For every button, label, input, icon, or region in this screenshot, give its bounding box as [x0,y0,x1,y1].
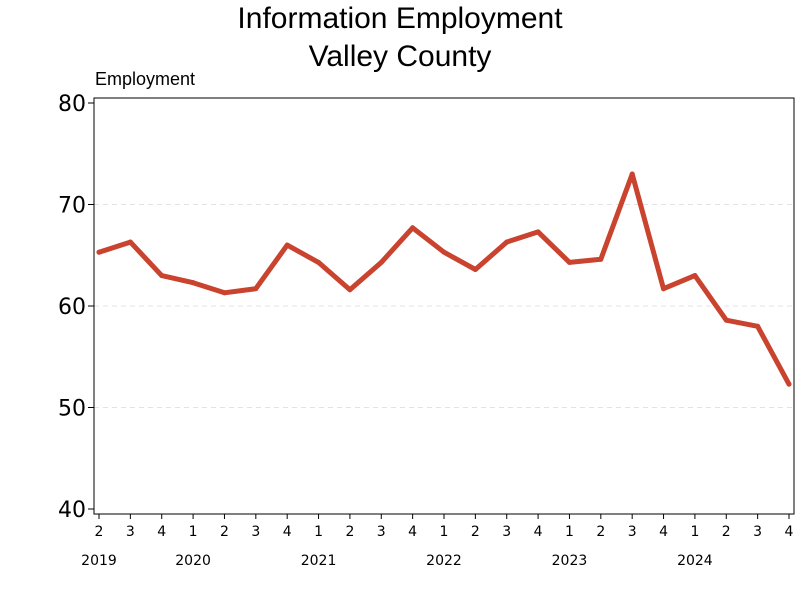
x-tick-label-quarter: 4 [157,524,166,540]
y-tick-label-80: 80 [58,92,86,117]
y-tick-label-60: 60 [58,295,86,320]
x-tick-label-quarter: 4 [283,524,292,540]
data-point [755,323,761,329]
data-point [472,266,478,272]
y-tick-label-50: 50 [58,397,86,422]
x-tick-label-quarter: 4 [659,524,668,540]
series-group [96,171,792,387]
x-year-label-2020: 2020 [175,553,211,569]
y-tick-label-70: 70 [58,194,86,219]
x-tick-label-quarter: 3 [753,524,762,540]
x-year-label-2021: 2021 [301,553,337,569]
x-tick-label-quarter: 3 [126,524,135,540]
x-tick-label-quarter: 1 [565,524,574,540]
data-point [159,273,165,279]
data-point [284,242,290,248]
x-axis-ticks: 2 3 4 1 2 3 4 1 2 3 4 1 2 3 4 1 2 3 4 1 2 3 4 2019 2020 2021 2022 2… [81,514,794,569]
chart-title-line-1: Information Employment [237,2,563,35]
gridlines [94,204,794,408]
x-tick-label-quarter: 2 [596,524,605,540]
data-point [253,286,259,292]
data-point [221,290,227,296]
data-point [96,249,102,255]
data-point [378,259,384,265]
x-tick-label-quarter: 2 [220,524,229,540]
x-tick-label-quarter: 1 [440,524,449,540]
data-point [661,286,667,292]
data-point [410,225,416,231]
data-point [692,273,698,279]
x-tick-label-quarter: 1 [690,524,699,540]
x-tick-label-quarter: 4 [785,524,794,540]
data-point [535,229,541,235]
data-point [629,171,635,177]
x-tick-label-quarter: 2 [722,524,731,540]
x-tick-label-quarter: 2 [471,524,480,540]
data-point [566,259,572,265]
chart-title-line-2: Valley County [308,40,492,73]
x-tick-label-quarter: 2 [345,524,354,540]
data-point [723,317,729,323]
x-tick-label-quarter: 1 [189,524,198,540]
x-tick-label-quarter: 3 [628,524,637,540]
x-tick-label-quarter: 1 [314,524,323,540]
x-year-label-2023: 2023 [552,553,588,569]
x-tick-label-quarter: 3 [502,524,511,540]
y-axis-label: Employment [95,69,195,89]
x-tick-label-quarter: 3 [251,524,260,540]
x-tick-label-quarter: 3 [377,524,386,540]
x-tick-label-quarter: 4 [408,524,417,540]
data-point [504,239,510,245]
data-point [190,280,196,286]
x-year-label-2024: 2024 [677,553,713,569]
series-line-0 [96,171,792,387]
data-point [347,287,353,293]
data-point [316,259,322,265]
y-tick-label-40: 40 [58,498,86,523]
data-point [441,249,447,255]
x-year-label-2022: 2022 [426,553,462,569]
data-point [786,381,792,387]
x-tick-label-quarter: 4 [534,524,543,540]
x-tick-label-quarter: 2 [95,524,104,540]
data-point [598,256,604,262]
x-year-label-2019: 2019 [81,553,117,569]
y-axis-ticks: 40 50 60 70 80 [58,92,94,523]
data-point [127,239,133,245]
